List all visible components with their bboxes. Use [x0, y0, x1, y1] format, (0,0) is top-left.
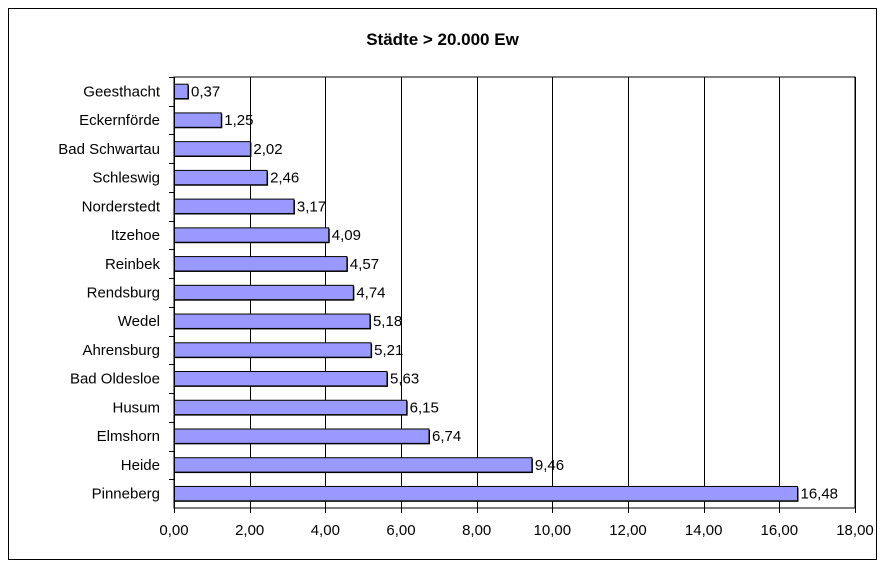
data-label: 4,57: [350, 256, 379, 273]
data-label: 5,21: [374, 342, 403, 359]
category-label: Reinbek: [105, 256, 161, 273]
bar: [173, 342, 372, 358]
category-label: Geesthacht: [83, 83, 161, 100]
x-tick-label: 12,00: [609, 522, 647, 539]
axes: [169, 77, 856, 513]
category-label: Bad Schwartau: [58, 141, 160, 158]
bar: [173, 371, 388, 387]
x-tick-label: 14,00: [685, 522, 723, 539]
x-tick-label: 2,00: [235, 522, 264, 539]
category-label: Wedel: [118, 313, 160, 330]
data-label: 9,46: [535, 457, 564, 474]
data-label: 5,63: [390, 371, 419, 388]
chart-title: Städte > 20.000 Ew: [366, 30, 519, 49]
x-tick-labels: 0,00 2,00 4,00 6,00 8,00 10,00 12,00 14,00 16,00…: [159, 522, 873, 539]
bar: [173, 313, 371, 329]
category-label: Husum: [112, 399, 160, 416]
data-label: 4,09: [332, 227, 361, 244]
category-label: Heide: [121, 457, 160, 474]
x-tick-label: 4,00: [311, 522, 340, 539]
data-label: 2,02: [253, 141, 282, 158]
category-label: Norderstedt: [82, 198, 161, 215]
category-label: Schleswig: [92, 170, 160, 187]
data-label: 16,48: [800, 486, 838, 503]
x-tick-label: 18,00: [836, 522, 874, 539]
bar: [173, 284, 354, 301]
x-tick-label: 0,00: [159, 522, 188, 539]
x-tick-label: 6,00: [386, 522, 415, 539]
data-labels: 0,371,252,02 2,46 3,17 4,09 4,57 4,74 5,18 5,21…: [191, 83, 838, 502]
bar: [173, 112, 222, 128]
data-label: 0,37: [191, 83, 220, 100]
bar: [173, 227, 330, 243]
category-label: Pinneberg: [92, 486, 160, 503]
x-tick-label: 16,00: [761, 522, 799, 539]
category-label: Eckernförde: [79, 112, 160, 129]
data-label: 5,18: [373, 313, 402, 330]
bar: [173, 169, 268, 186]
data-label: 3,17: [297, 198, 326, 215]
bar: [173, 485, 798, 502]
data-label: 2,46: [270, 170, 299, 187]
bar: [173, 141, 251, 157]
data-label: 6,74: [432, 428, 461, 445]
bar: [173, 198, 295, 214]
x-tick-label: 10,00: [534, 522, 572, 539]
x-tick-label: 8,00: [462, 522, 491, 539]
category-label: Itzehoe: [111, 227, 160, 244]
category-label: Elmshorn: [97, 428, 160, 445]
bar: [173, 83, 189, 100]
data-label: 1,25: [224, 112, 253, 129]
bar: [173, 399, 408, 416]
category-label: Rendsburg: [87, 285, 160, 302]
category-label: Ahrensburg: [82, 342, 160, 359]
data-label: 4,74: [356, 285, 385, 302]
bar: [173, 256, 348, 272]
category-label: Bad Oldesloe: [70, 371, 160, 388]
bar: [173, 457, 533, 473]
data-label: 6,15: [410, 399, 439, 416]
category-labels: Geesthacht Eckernförde Bad Schwartau Schles…: [58, 83, 161, 502]
bar: [173, 428, 430, 444]
